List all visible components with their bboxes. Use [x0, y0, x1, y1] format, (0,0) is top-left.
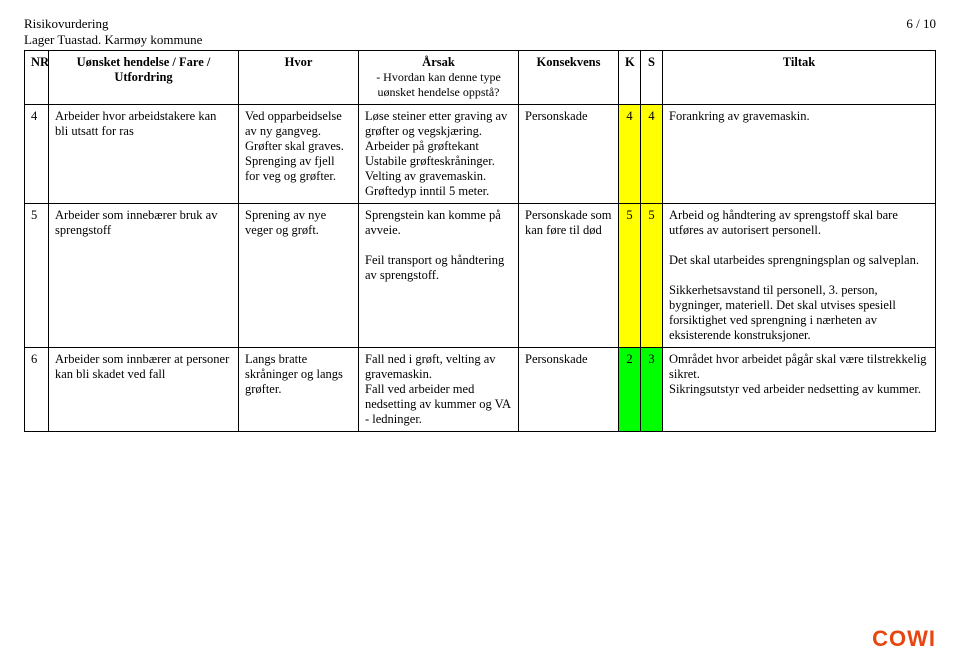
col-nr: NR	[25, 51, 49, 105]
cell-nr: 5	[25, 204, 49, 348]
cell-nr: 6	[25, 348, 49, 432]
cell-arsak: Løse steiner etter graving av grøfter og…	[359, 105, 519, 204]
cell-nr: 4	[25, 105, 49, 204]
cell-s: 5	[641, 204, 663, 348]
col-k: K	[619, 51, 641, 105]
cowi-logo: COWI	[872, 626, 936, 652]
table-row: 5Arbeider som innebærer bruk av sprengst…	[25, 204, 936, 348]
cell-s: 3	[641, 348, 663, 432]
cell-s: 4	[641, 105, 663, 204]
col-hvor: Hvor	[239, 51, 359, 105]
cell-tiltak: Arbeid og håndtering av sprengstoff skal…	[663, 204, 936, 348]
page-number: 6 / 10	[906, 16, 936, 48]
cell-tiltak: Forankring av gravemaskin.	[663, 105, 936, 204]
col-tiltak: Tiltak	[663, 51, 936, 105]
cell-arsak: Sprengstein kan komme på avveie.Feil tra…	[359, 204, 519, 348]
doc-title: Risikovurdering	[24, 16, 202, 32]
col-event: Uønsket hendelse / Fare / Utfordring	[49, 51, 239, 105]
col-s: S	[641, 51, 663, 105]
cell-event: Arbeider som innbærer at personer kan bl…	[49, 348, 239, 432]
cell-kons: Personskade som kan føre til død	[519, 204, 619, 348]
cell-event: Arbeider hvor arbeidstakere kan bli utsa…	[49, 105, 239, 204]
doc-subtitle: Lager Tuastad. Karmøy kommune	[24, 32, 202, 48]
col-arsak-title: Årsak	[365, 55, 512, 70]
col-arsak-sub: - Hvordan kan denne type uønsket hendels…	[365, 70, 512, 100]
cell-k: 5	[619, 204, 641, 348]
table-header-row: NR Uønsket hendelse / Fare / Utfordring …	[25, 51, 936, 105]
cell-k: 4	[619, 105, 641, 204]
cell-hvor: Ved opparbeidselse av ny gangveg. Grøfte…	[239, 105, 359, 204]
document-header: Risikovurdering Lager Tuastad. Karmøy ko…	[24, 16, 936, 48]
risk-table: NR Uønsket hendelse / Fare / Utfordring …	[24, 50, 936, 432]
cell-tiltak: Området hvor arbeidet pågår skal være ti…	[663, 348, 936, 432]
col-arsak: Årsak - Hvordan kan denne type uønsket h…	[359, 51, 519, 105]
cell-kons: Personskade	[519, 348, 619, 432]
cell-kons: Personskade	[519, 105, 619, 204]
table-row: 4Arbeider hvor arbeidstakere kan bli uts…	[25, 105, 936, 204]
cell-arsak: Fall ned i grøft, velting av gravemaskin…	[359, 348, 519, 432]
table-row: 6Arbeider som innbærer at personer kan b…	[25, 348, 936, 432]
cell-k: 2	[619, 348, 641, 432]
cell-event: Arbeider som innebærer bruk av sprengsto…	[49, 204, 239, 348]
cell-hvor: Sprening av nye veger og grøft.	[239, 204, 359, 348]
cell-hvor: Langs bratte skråninger og langs grøfter…	[239, 348, 359, 432]
col-kons: Konsekvens	[519, 51, 619, 105]
